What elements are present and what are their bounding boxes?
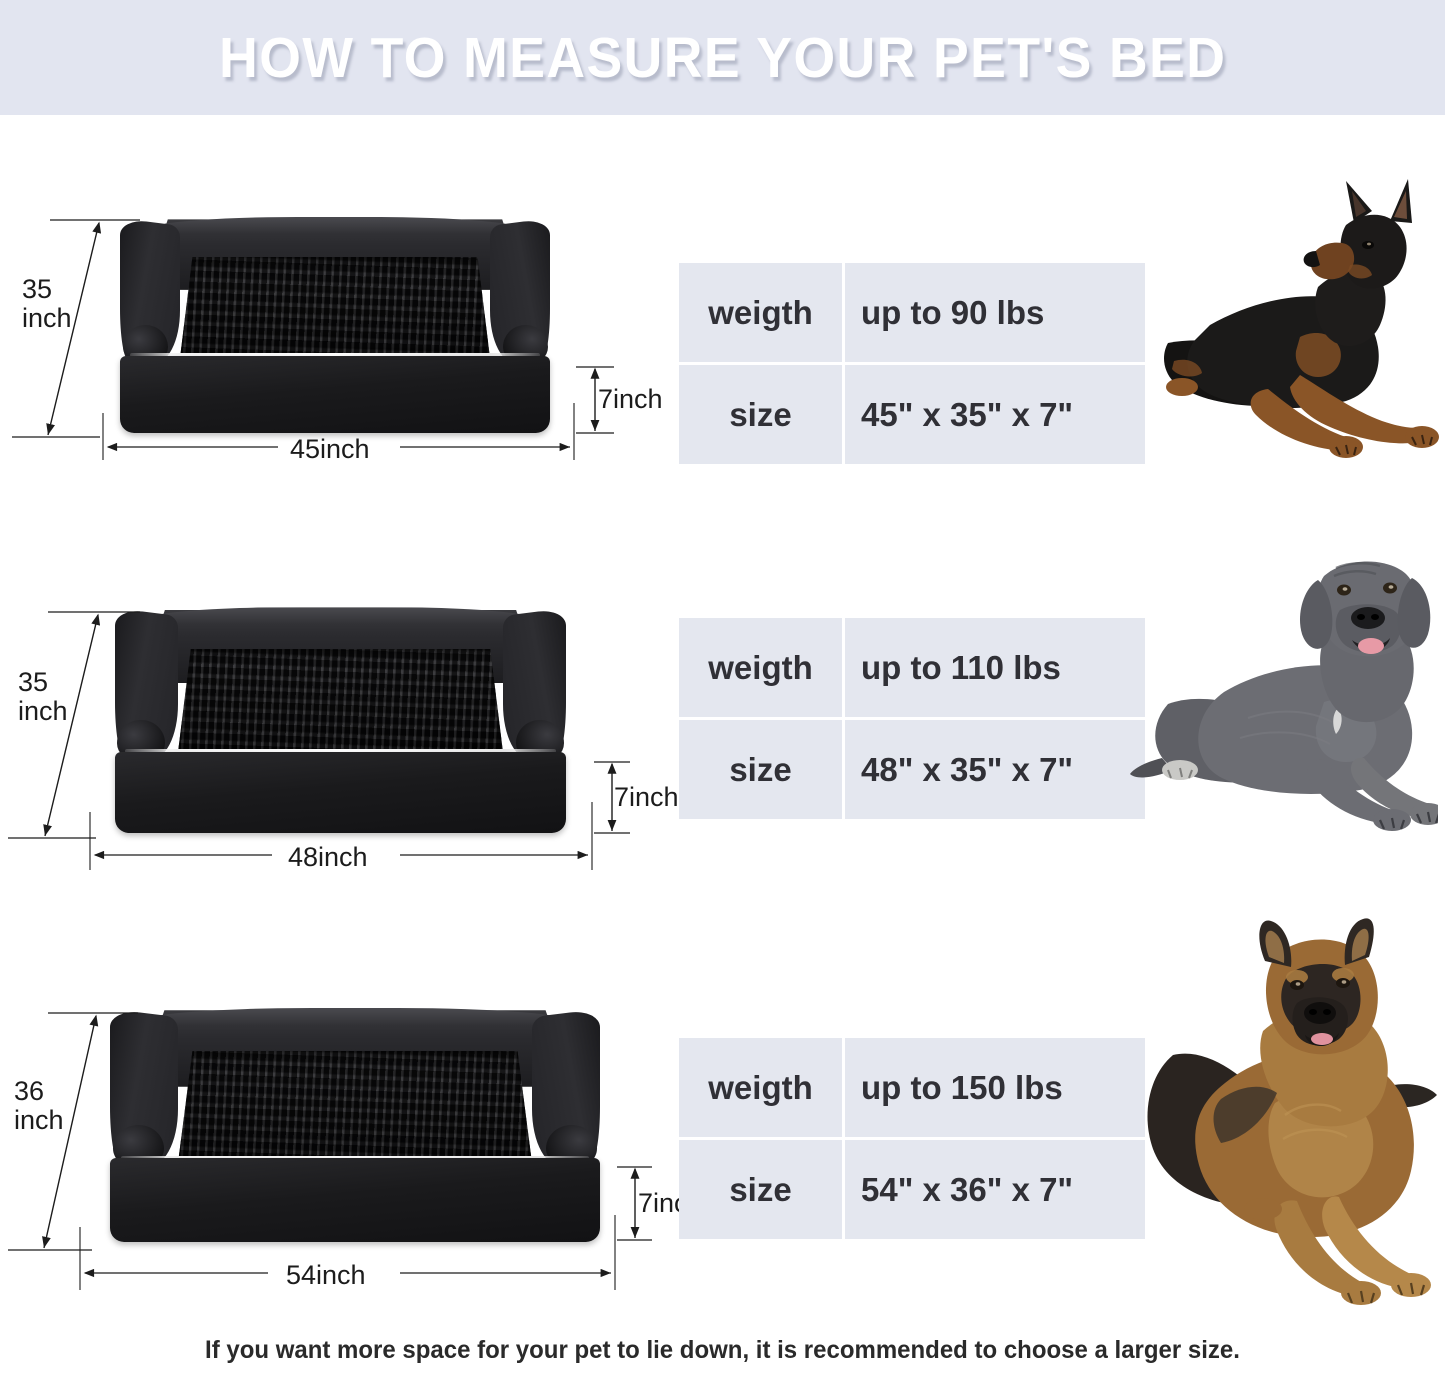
bed-illustration-2 (78, 600, 603, 845)
size-label-cell: size (679, 720, 842, 819)
dog-photo-doberman-pinscher (1150, 165, 1440, 465)
depth-unit: inch (22, 302, 72, 333)
dimension-lines-2 (8, 611, 630, 870)
dimension-lines-3 (8, 1012, 652, 1290)
dimension-lines-1 (12, 219, 614, 460)
spec-table-1: weigth up to 90 lbs size 45" x 35" x 7" (676, 260, 1148, 467)
table-row: size 45" x 35" x 7" (679, 365, 1145, 464)
dog-photo-german-shepherd (1125, 915, 1440, 1310)
bed-cushion (178, 1051, 532, 1161)
size-value-cell: 45" x 35" x 7" (845, 365, 1145, 464)
dog-photo-great-dane (1128, 532, 1438, 852)
size-label-cell: size (679, 365, 842, 464)
weight-label-cell: weigth (679, 263, 842, 362)
bed-illustration-1 (85, 210, 585, 445)
depth-value: 35 (18, 667, 49, 697)
table-row: size 54" x 36" x 7" (679, 1140, 1145, 1239)
bed-back-bolster-top (156, 607, 525, 625)
depth-value: 36 (14, 1076, 45, 1106)
header-bar: HOW TO MEASURE YOUR PET'S BED (0, 0, 1445, 115)
footer-note: If you want more space for your pet to l… (205, 1336, 1240, 1364)
table-row: weigth up to 150 lbs (679, 1038, 1145, 1137)
table-row: size 48" x 35" x 7" (679, 720, 1145, 819)
size-row-2: 35 inch 48inch 7inch weigth up to 110 lb… (0, 500, 1445, 910)
bed-piping (121, 1155, 589, 1160)
depth-value: 35 (22, 274, 53, 304)
size-label-cell: size (679, 1140, 842, 1239)
bed-back-bolster-top (155, 1007, 555, 1026)
bed-graphic (70, 1000, 640, 1255)
bed-back-bolster-top (160, 217, 510, 234)
depth-dimension-label-2: 35 inch (18, 668, 68, 725)
bed-piping (125, 749, 556, 754)
size-row-1: 35 inch 45inch 7inch weigth up to 90 lbs… (0, 115, 1445, 495)
page-title: HOW TO MEASURE YOUR PET'S BED (218, 25, 1227, 90)
bed-cushion (180, 257, 490, 359)
weight-label-cell: weigth (679, 618, 842, 717)
width-dimension-label-3: 54inch (286, 1260, 366, 1290)
size-value-cell: 54" x 36" x 7" (845, 1140, 1145, 1239)
bed-base (120, 355, 550, 434)
bed-cushion (177, 649, 504, 755)
table-row: weigth up to 110 lbs (679, 618, 1145, 717)
depth-dimension-label-1: 35 inch (22, 275, 72, 332)
depth-dimension-label-3: 36 inch (14, 1077, 64, 1134)
bed-graphic (78, 600, 603, 845)
weight-label-cell: weigth (679, 1038, 842, 1137)
weight-value-cell: up to 110 lbs (845, 618, 1145, 717)
height-dimension-label-2: 7inch (614, 782, 679, 812)
width-dimension-label-2: 48inch (288, 842, 368, 872)
bed-piping (130, 353, 540, 358)
width-dimension-label-1: 45inch (290, 434, 370, 464)
spec-table-3: weigth up to 150 lbs size 54" x 36" x 7" (676, 1035, 1148, 1242)
table-row: weigth up to 90 lbs (679, 263, 1145, 362)
height-dimension-label-1: 7inch (598, 384, 663, 414)
weight-value-cell: up to 150 lbs (845, 1038, 1145, 1137)
bed-graphic (85, 210, 585, 445)
depth-unit: inch (18, 695, 68, 726)
bed-base (114, 751, 567, 833)
depth-unit: inch (14, 1104, 64, 1135)
bed-base (109, 1158, 601, 1243)
size-value-cell: 48" x 35" x 7" (845, 720, 1145, 819)
weight-value-cell: up to 90 lbs (845, 263, 1145, 362)
bed-illustration-3 (70, 1000, 640, 1255)
size-row-3: 36 inch 54inch 7inch weigth up to 150 lb… (0, 905, 1445, 1325)
spec-table-2: weigth up to 110 lbs size 48" x 35" x 7" (676, 615, 1148, 822)
